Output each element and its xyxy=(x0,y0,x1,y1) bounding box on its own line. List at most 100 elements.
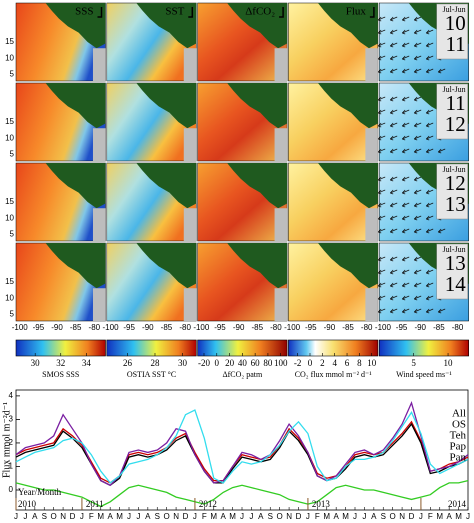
wind-arrow xyxy=(377,176,386,182)
map-x-tick-label: -95 xyxy=(396,323,408,332)
x-tick-label: J xyxy=(127,512,131,521)
wind-arrow xyxy=(413,109,422,115)
map-x-tick-label: -100 xyxy=(375,323,392,332)
map-x-tick-label: -85 xyxy=(433,323,445,332)
wind-arrow xyxy=(389,282,398,288)
x-tick-label: M xyxy=(342,512,349,521)
legend-entry: Teh xyxy=(450,430,467,442)
wind-arrow xyxy=(377,228,386,234)
y-tick-label: 3 xyxy=(9,415,14,424)
x-tick-label: J xyxy=(466,512,470,521)
map-x-tick-label: -100 xyxy=(12,323,29,332)
wind-arrow xyxy=(437,68,446,74)
x-tick-label: J xyxy=(23,512,27,521)
x-tick-label: D xyxy=(70,512,76,521)
y-tick-label: 1 xyxy=(9,462,14,471)
wind-arrow xyxy=(389,308,398,314)
colorbar-tick-label: 0 xyxy=(215,358,220,368)
colorbar-tick-label: 100 xyxy=(274,358,288,368)
land xyxy=(45,83,106,129)
colorbar-tick-label: 30 xyxy=(31,358,41,368)
x-tick-label: A xyxy=(258,512,264,521)
colorbar-label: Wind speed ms⁻¹ xyxy=(396,370,452,379)
map-y-tick-label: 10 xyxy=(5,213,14,222)
wind-arrow xyxy=(413,308,422,314)
map-x-tick-label: -85 xyxy=(342,323,354,332)
colorbar-tick-label: 40 xyxy=(238,358,248,368)
wind-arrow xyxy=(425,148,434,154)
wind-arrow xyxy=(425,308,434,314)
wind-arrow xyxy=(377,55,386,61)
legend-entry: OS xyxy=(452,419,466,431)
wind-arrow xyxy=(401,189,410,195)
y-tick-label: 4 xyxy=(9,391,14,400)
x-tick-label: A xyxy=(145,512,151,521)
colorbar-tick-label: 2 xyxy=(320,358,325,368)
wind-arrow xyxy=(389,176,398,182)
colorbar-tick-label: 20 xyxy=(225,358,235,368)
colorbar-tick-label: 26 xyxy=(123,358,133,368)
x-tick-label: S xyxy=(155,512,160,521)
year-label: 2014 xyxy=(448,499,467,509)
legend-entry: Pap xyxy=(450,441,467,453)
land xyxy=(136,3,197,49)
wind-arrow xyxy=(389,135,398,141)
x-tick-label: J xyxy=(419,512,423,521)
wind-arrow xyxy=(377,202,386,208)
colorbar xyxy=(106,339,197,357)
wind-arrow xyxy=(425,269,434,275)
colorbar-tick-label: -2 xyxy=(294,358,302,368)
period-box xyxy=(436,3,468,60)
land-mask xyxy=(274,208,288,241)
panel-title: SST xyxy=(165,6,184,18)
map-x-tick-label: -90 xyxy=(51,323,63,332)
wind-arrow xyxy=(401,282,410,288)
map-y-tick-label: 15 xyxy=(5,277,14,286)
wind-arrow xyxy=(401,176,410,182)
wind-arrow xyxy=(377,122,386,128)
colorbar-label: OSTIA SST °C xyxy=(127,370,176,379)
legend-entry: Pan xyxy=(450,452,467,464)
y-axis-label: Flux mmol m⁻²d⁻¹ xyxy=(1,402,12,478)
x-tick-label: F xyxy=(89,512,94,521)
wind-arrow xyxy=(377,148,386,154)
colorbar-label: SMOS SSS xyxy=(42,370,79,379)
wind-arrow xyxy=(401,29,410,35)
wind-arrow xyxy=(389,256,398,262)
x-tick-label: O xyxy=(51,512,57,521)
land-mask xyxy=(274,48,288,81)
map-x-tick-label: -80 xyxy=(452,323,464,332)
land xyxy=(317,243,378,289)
map-x-tick-label: -95 xyxy=(214,323,226,332)
map-x-tick-label: -85 xyxy=(251,323,263,332)
period-box xyxy=(436,243,468,300)
wind-arrow xyxy=(413,256,422,262)
x-tick-label: D xyxy=(409,512,415,521)
colorbar-tick-label: 60 xyxy=(251,358,261,368)
period-year: 13 xyxy=(445,192,466,216)
wind-arrow xyxy=(401,55,410,61)
colorbar-tick-label: 30 xyxy=(178,358,188,368)
x-tick-label: D xyxy=(183,512,189,521)
wind-arrow xyxy=(425,29,434,35)
x-tick-label: N xyxy=(399,512,405,521)
wind-arrow xyxy=(413,148,422,154)
map-y-tick-label: 15 xyxy=(5,37,14,46)
wind-arrow xyxy=(425,109,434,115)
wind-arrow xyxy=(377,109,386,115)
land-mask xyxy=(92,288,106,321)
x-tick-label: J xyxy=(193,512,197,521)
land xyxy=(227,83,288,129)
wind-arrow xyxy=(425,228,434,234)
x-tick-label: J xyxy=(14,512,18,521)
map-y-tick-label: 10 xyxy=(5,133,14,142)
y-tick-label: 2 xyxy=(9,438,14,447)
wind-arrow xyxy=(413,16,422,22)
wind-arrow xyxy=(425,135,434,141)
x-tick-label: J xyxy=(80,512,84,521)
legend-entry: All xyxy=(452,408,466,420)
x-tick-label: A xyxy=(371,512,377,521)
period-year: 10 xyxy=(445,11,466,35)
wind-arrow xyxy=(377,308,386,314)
wind-arrow xyxy=(389,269,398,275)
